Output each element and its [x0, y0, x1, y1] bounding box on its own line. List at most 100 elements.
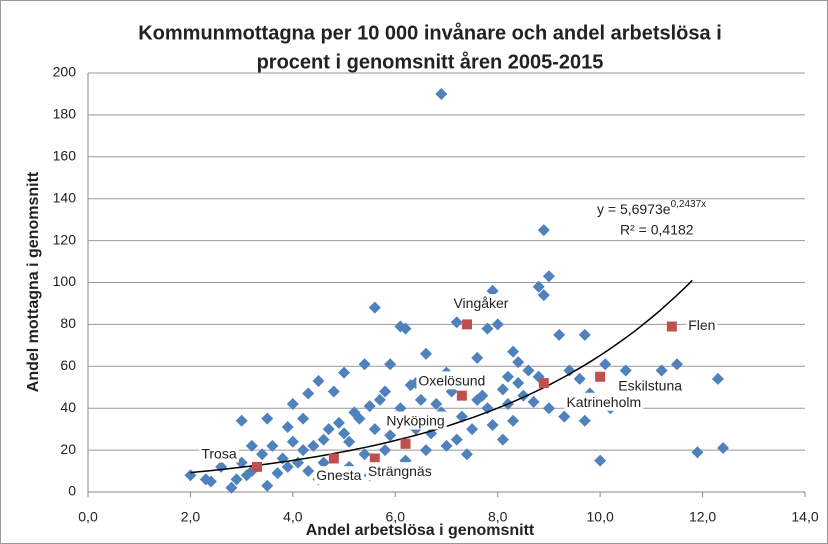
point — [578, 328, 591, 341]
point — [537, 224, 550, 237]
point — [450, 433, 463, 446]
x-tick-label: 2,0 — [181, 509, 201, 525]
highlight-point — [369, 453, 380, 464]
y-tick-label: 20 — [60, 441, 76, 457]
point — [573, 372, 586, 385]
y-tick-label: 0 — [68, 483, 76, 499]
point — [384, 358, 397, 371]
point — [373, 393, 386, 406]
point — [235, 414, 248, 427]
point — [414, 393, 427, 406]
label-background — [686, 316, 718, 335]
point — [317, 456, 330, 469]
point — [460, 448, 473, 461]
point — [358, 448, 371, 461]
point — [491, 318, 504, 331]
x-tick-label: 4,0 — [283, 509, 303, 525]
point — [435, 87, 448, 100]
point — [358, 358, 371, 371]
point — [256, 448, 269, 461]
point-label: Nyköping — [386, 413, 444, 429]
point-label: Strängnäs — [368, 463, 432, 479]
point — [363, 400, 376, 413]
point-label: Oxelösund — [418, 372, 485, 388]
point — [717, 442, 730, 455]
label-background — [416, 371, 488, 390]
point — [297, 412, 310, 425]
label-background — [564, 392, 644, 411]
point — [542, 402, 555, 415]
point — [230, 473, 243, 486]
point-label: Flen — [688, 317, 715, 333]
point-label: Gnesta — [316, 467, 361, 483]
highlight-point — [666, 321, 677, 332]
chart-title: procent i genomsnitt åren 2005-2015 — [257, 50, 604, 73]
point — [281, 421, 294, 434]
point — [420, 347, 433, 360]
point — [558, 410, 571, 423]
y-tick-label: 40 — [60, 399, 76, 415]
y-tick-label: 100 — [53, 273, 77, 289]
point — [527, 395, 540, 408]
x-tick-label: 10,0 — [587, 509, 614, 525]
y-axis-label: Andel mottagna i genomsnitt — [25, 171, 42, 392]
point — [379, 385, 392, 398]
x-tick-label: 6,0 — [386, 509, 406, 525]
point — [619, 364, 632, 377]
highlight-point — [400, 438, 411, 449]
point — [322, 423, 335, 436]
y-tick-label: 200 — [53, 64, 77, 80]
equation-base: y = 5,6973e — [597, 201, 671, 217]
point — [379, 444, 392, 457]
point — [430, 398, 443, 411]
point — [204, 475, 217, 488]
point — [501, 370, 514, 383]
point — [302, 387, 315, 400]
point — [522, 364, 535, 377]
y-tick-label: 180 — [53, 106, 77, 122]
point — [266, 439, 279, 452]
point — [512, 377, 525, 390]
point — [486, 284, 499, 297]
point — [440, 439, 453, 452]
point — [466, 423, 479, 436]
point — [496, 383, 509, 396]
y-tick-label: 140 — [53, 189, 77, 205]
y-tick-label: 60 — [60, 357, 76, 373]
point — [532, 280, 545, 293]
point-label: Katrineholm — [566, 394, 641, 410]
point — [450, 316, 463, 329]
point — [353, 412, 366, 425]
point — [317, 433, 330, 446]
point — [343, 435, 356, 448]
chart-title: Kommunmottagna per 10 000 invånare och a… — [138, 21, 722, 44]
trendline-equation: y = 5,6973e0,2437x — [597, 199, 706, 217]
point — [691, 446, 704, 459]
highlight-point — [461, 319, 472, 330]
highlight-point — [456, 390, 467, 401]
point — [481, 322, 494, 335]
point — [420, 444, 433, 457]
point — [368, 423, 381, 436]
point — [711, 372, 724, 385]
highlight-point — [252, 461, 263, 472]
point — [338, 366, 351, 379]
point — [394, 402, 407, 415]
highlight-point — [328, 453, 339, 464]
point — [261, 412, 274, 425]
r-squared: R² = 0,4182 — [620, 222, 694, 238]
y-tick-label: 80 — [60, 315, 76, 331]
point — [404, 379, 417, 392]
point — [507, 414, 520, 427]
point — [599, 358, 612, 371]
point — [507, 345, 520, 358]
point — [553, 328, 566, 341]
point — [271, 467, 284, 480]
point — [496, 433, 509, 446]
point — [670, 358, 683, 371]
x-tick-label: 12,0 — [689, 509, 716, 525]
x-tick-label: 0,0 — [78, 509, 98, 525]
label-background — [314, 466, 364, 485]
